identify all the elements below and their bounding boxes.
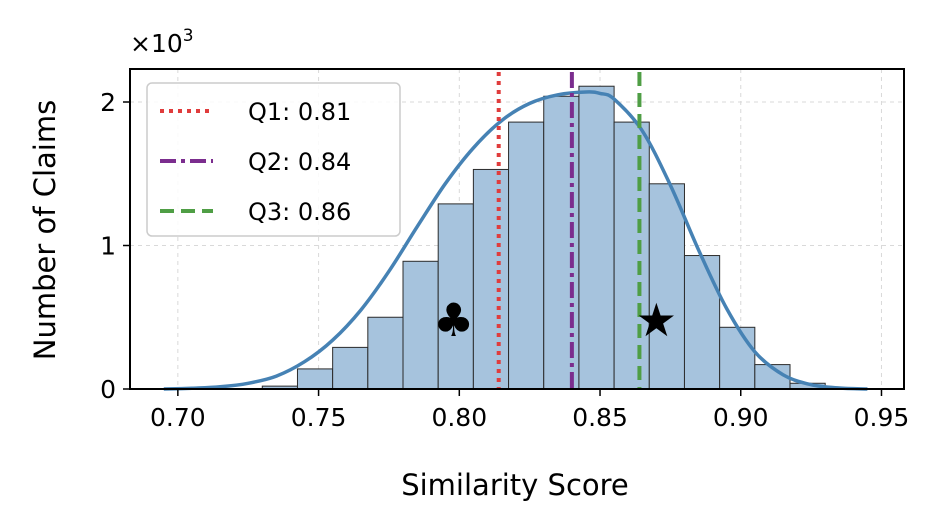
histogram-bar — [683, 255, 721, 390]
histogram-bar — [472, 168, 510, 390]
x-axis-ticks: 0.70 0.75 0.80 0.85 0.90 0.95 — [150, 389, 909, 432]
legend: Q1: 0.81 Q2: 0.84 Q3: 0.86 — [146, 82, 401, 237]
legend-entries: Q1: 0.81 Q2: 0.84 Q3: 0.86 — [160, 98, 351, 226]
marker-layer: ♣ ★ — [433, 293, 677, 347]
x-tick-label: 0.95 — [854, 403, 910, 432]
histogram-bar — [719, 326, 756, 390]
y-tick-label: 1 — [100, 232, 116, 261]
quartile-lines — [496, 72, 642, 389]
histogram-bar — [296, 368, 334, 390]
y-axis-scale-multiplier: ×103 — [130, 26, 194, 58]
histogram-bar — [508, 121, 545, 390]
kde-curve-layer — [163, 90, 868, 391]
plot-frame — [129, 68, 905, 390]
x-tick-label: 0.75 — [291, 403, 347, 432]
x-tick-label: 0.85 — [572, 403, 628, 432]
y-axis-label: Number of Claims — [28, 100, 62, 360]
x-axis-label: Similarity Score — [401, 468, 629, 502]
y-tick-label: 2 — [100, 88, 116, 117]
x-tick-label: 0.70 — [150, 403, 206, 432]
star-marker: ★ — [636, 293, 677, 347]
histogram-bar — [648, 183, 685, 390]
histogram-bar — [367, 316, 404, 390]
histogram-bar — [332, 346, 369, 390]
histogram-bar — [613, 121, 650, 390]
legend-label-q1: Q1: 0.81 — [248, 98, 351, 126]
y-tick-label: 0 — [100, 375, 116, 404]
legend-box — [146, 82, 401, 237]
x-tick-label: 0.90 — [713, 403, 769, 432]
x-tick-label: 0.80 — [431, 403, 487, 432]
kde-curve — [163, 90, 868, 391]
y-axis-ticks: 0 1 2 — [100, 88, 130, 404]
histogram-bar — [437, 203, 474, 390]
legend-label-q3: Q3: 0.86 — [248, 198, 351, 226]
club-marker: ♣ — [433, 293, 474, 347]
histogram-bar — [578, 85, 615, 390]
legend-label-q2: Q2: 0.84 — [248, 148, 351, 176]
y-scale-base: ×10 — [130, 29, 183, 58]
y-scale-exponent: 3 — [183, 26, 194, 46]
